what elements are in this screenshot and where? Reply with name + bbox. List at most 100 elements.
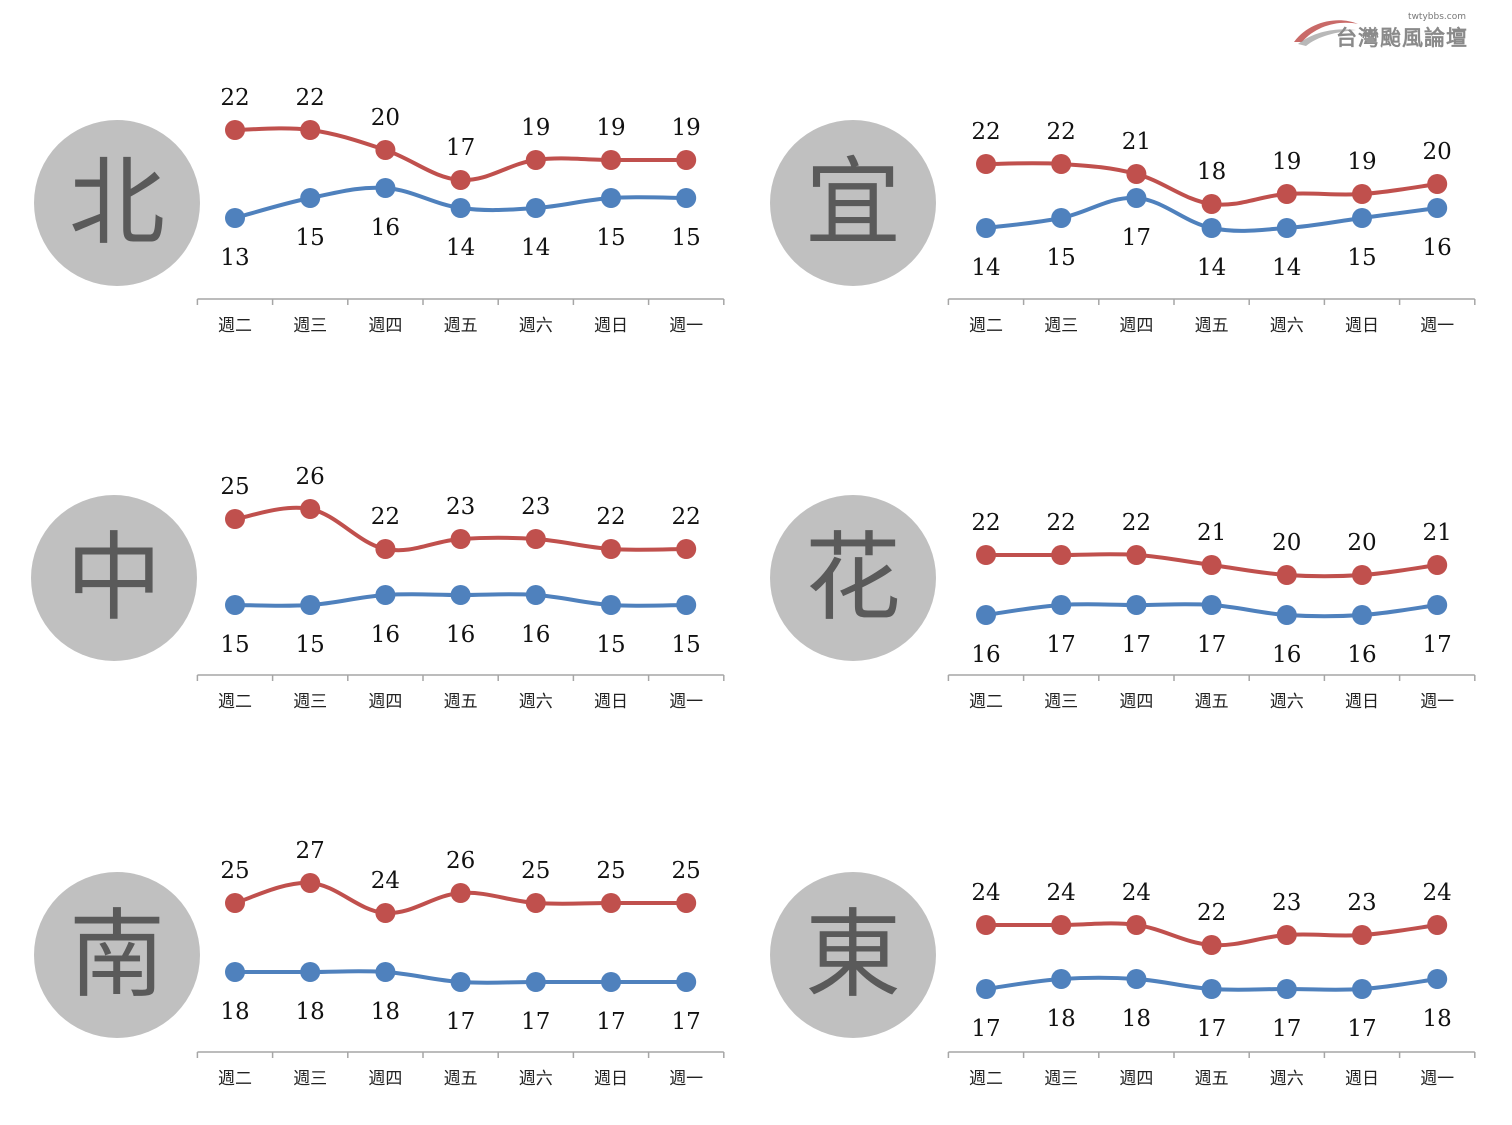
x-tick-label: 週日 bbox=[594, 316, 628, 336]
region-circle bbox=[31, 495, 197, 661]
chart-2: 中週二 週三 週四 週五 週六 週日 週一 25 26 22 23 23 22 22 15 15 16 16 16 1… bbox=[31, 464, 725, 712]
data-label: 17 bbox=[596, 1009, 625, 1035]
region-circle bbox=[34, 120, 200, 286]
data-label: 15 bbox=[296, 225, 325, 251]
x-tick-label: 週二 bbox=[969, 1069, 1003, 1089]
data-label: 16 bbox=[971, 642, 1000, 668]
data-label: 15 bbox=[672, 225, 701, 251]
data-label: 16 bbox=[446, 622, 475, 648]
low-point bbox=[1126, 188, 1147, 208]
low-point bbox=[375, 178, 396, 198]
high-point bbox=[1126, 915, 1147, 935]
region-circle bbox=[34, 872, 200, 1038]
x-tick-label: 週五 bbox=[444, 1069, 478, 1089]
region-label: 南 bbox=[69, 899, 165, 1011]
data-label: 22 bbox=[1047, 119, 1076, 145]
low-point bbox=[375, 962, 396, 982]
high-point bbox=[450, 883, 471, 903]
data-label: 15 bbox=[296, 632, 325, 658]
data-label: 16 bbox=[521, 622, 550, 648]
x-tick-label: 週六 bbox=[519, 1069, 553, 1089]
x-tick-label: 週日 bbox=[1345, 1069, 1379, 1089]
data-label: 23 bbox=[1347, 890, 1376, 916]
low-point bbox=[225, 962, 245, 982]
data-label: 17 bbox=[1197, 632, 1226, 658]
low-point bbox=[1126, 969, 1147, 989]
region-circle bbox=[770, 120, 936, 286]
x-tick-label: 週六 bbox=[519, 692, 553, 712]
x-tick-label: 週二 bbox=[218, 1069, 252, 1089]
high-point bbox=[601, 539, 621, 559]
high-point bbox=[601, 150, 621, 170]
low-point bbox=[225, 595, 245, 615]
low-point bbox=[525, 972, 546, 992]
low-point bbox=[601, 972, 621, 992]
data-label: 15 bbox=[672, 632, 701, 658]
low-point bbox=[525, 585, 546, 605]
low-point bbox=[676, 188, 697, 208]
data-label: 26 bbox=[296, 464, 325, 490]
x-tick-label: 週一 bbox=[669, 316, 703, 336]
low-point bbox=[601, 595, 621, 615]
low-point bbox=[1201, 595, 1222, 615]
x-tick-label: 週五 bbox=[1195, 316, 1229, 336]
data-label: 18 bbox=[1423, 1006, 1452, 1032]
high-point bbox=[1126, 164, 1147, 184]
data-label: 14 bbox=[446, 235, 475, 261]
data-label: 20 bbox=[371, 105, 400, 131]
data-label: 17 bbox=[1122, 632, 1151, 658]
logo-url: twtybbs.com bbox=[1408, 12, 1466, 22]
high-point bbox=[525, 893, 546, 913]
x-tick-label: 週四 bbox=[1119, 692, 1153, 712]
high-point bbox=[375, 140, 396, 160]
x-tick-label: 週四 bbox=[1119, 316, 1153, 336]
high-point bbox=[976, 915, 996, 935]
low-point bbox=[1051, 595, 1072, 615]
data-label: 20 bbox=[1423, 139, 1452, 165]
high-point bbox=[525, 529, 546, 549]
high-point bbox=[1051, 154, 1072, 174]
data-label: 24 bbox=[371, 868, 400, 894]
data-label: 22 bbox=[220, 85, 249, 111]
high-point bbox=[676, 539, 697, 559]
x-tick-label: 週一 bbox=[1420, 1069, 1454, 1089]
x-tick-label: 週四 bbox=[1119, 1069, 1153, 1089]
high-point bbox=[450, 529, 471, 549]
data-label: 17 bbox=[672, 1009, 701, 1035]
data-label: 14 bbox=[1197, 255, 1226, 281]
high-point bbox=[1051, 915, 1072, 935]
x-tick-label: 週五 bbox=[1195, 692, 1229, 712]
data-label: 26 bbox=[446, 848, 475, 874]
x-tick-label: 週六 bbox=[1270, 1069, 1304, 1089]
x-tick-label: 週五 bbox=[444, 316, 478, 336]
high-point bbox=[1276, 565, 1297, 585]
data-label: 15 bbox=[596, 225, 625, 251]
x-tick-label: 週日 bbox=[594, 692, 628, 712]
chart-5: 東週二 週三 週四 週五 週六 週日 週一 24 24 24 22 23 23 24 17 18 18 17 17 1… bbox=[770, 872, 1476, 1089]
chart-0: 北週二 週三 週四 週五 週六 週日 週一 22 22 20 17 19 19 19 13 15 16 14 14 1… bbox=[34, 85, 725, 336]
data-label: 16 bbox=[371, 622, 400, 648]
region-label: 北 bbox=[69, 147, 165, 259]
data-label: 24 bbox=[1047, 880, 1076, 906]
data-label: 19 bbox=[672, 115, 701, 141]
x-tick-label: 週二 bbox=[218, 692, 252, 712]
high-point bbox=[225, 120, 245, 140]
low-point bbox=[1276, 218, 1297, 238]
low-point bbox=[1201, 218, 1222, 238]
data-label: 24 bbox=[971, 880, 1000, 906]
x-tick-label: 週四 bbox=[368, 1069, 402, 1089]
x-tick-label: 週五 bbox=[444, 692, 478, 712]
data-label: 17 bbox=[446, 1009, 475, 1035]
low-point bbox=[450, 585, 471, 605]
data-label: 22 bbox=[672, 504, 701, 530]
high-point bbox=[676, 150, 697, 170]
region-label: 花 bbox=[805, 522, 901, 634]
low-point bbox=[1427, 198, 1448, 218]
high-point bbox=[300, 873, 321, 893]
x-tick-label: 週日 bbox=[594, 1069, 628, 1089]
data-label: 24 bbox=[1122, 880, 1151, 906]
x-tick-label: 週二 bbox=[969, 692, 1003, 712]
high-point bbox=[525, 150, 546, 170]
data-label: 21 bbox=[1197, 520, 1226, 546]
data-label: 17 bbox=[446, 135, 475, 161]
